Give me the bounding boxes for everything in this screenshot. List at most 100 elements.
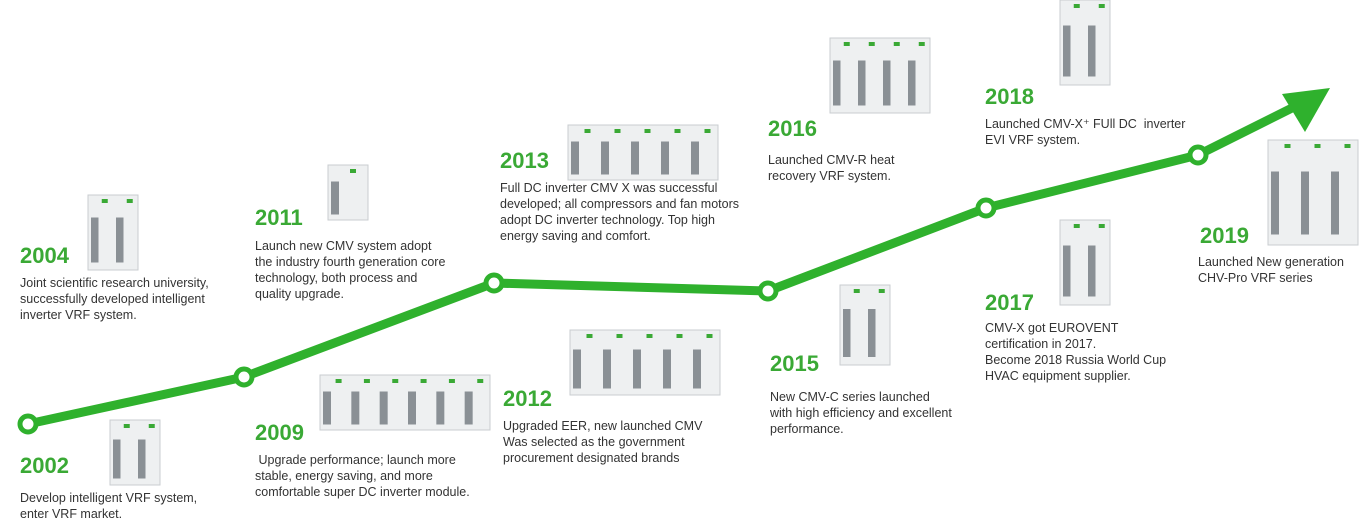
timeline-node bbox=[17, 413, 39, 435]
product-grille bbox=[379, 391, 388, 425]
milestone-year: 2004 bbox=[20, 243, 69, 268]
milestone-year: 2019 bbox=[1200, 223, 1249, 248]
product-grille bbox=[1088, 245, 1096, 297]
product-grille bbox=[633, 349, 641, 389]
product-badge bbox=[363, 379, 370, 383]
product-grille bbox=[631, 141, 639, 175]
product-badge bbox=[614, 129, 621, 133]
product-grille bbox=[113, 439, 121, 479]
milestone-text: performance. bbox=[770, 422, 844, 436]
milestone-year: 2016 bbox=[768, 116, 817, 141]
timeline-node bbox=[1187, 144, 1209, 166]
milestone-text: Full DC inverter CMV X was successful bbox=[500, 181, 718, 195]
product-grille bbox=[883, 60, 891, 106]
product-badge bbox=[704, 129, 711, 133]
product-badge bbox=[1284, 144, 1291, 148]
product-badge bbox=[335, 379, 342, 383]
milestone-text: Launched CMV-R heat bbox=[768, 153, 895, 167]
product-grille bbox=[571, 141, 579, 175]
product-badge bbox=[918, 42, 925, 46]
product-grille bbox=[691, 141, 699, 175]
milestone-year: 2011 bbox=[255, 205, 303, 230]
product-grille bbox=[908, 60, 916, 106]
timeline-node bbox=[233, 366, 255, 388]
product-badge bbox=[123, 424, 130, 428]
product-badge bbox=[1098, 224, 1105, 228]
product-image bbox=[1267, 139, 1359, 246]
product-badge bbox=[1344, 144, 1351, 148]
milestone-year: 2009 bbox=[255, 420, 304, 445]
product-badge bbox=[148, 424, 155, 428]
product-grille bbox=[323, 391, 331, 425]
milestone-text: successfully developed intelligent bbox=[20, 292, 205, 306]
product-badge bbox=[126, 199, 133, 203]
product-grille bbox=[868, 309, 876, 357]
milestone-text: Joint scientific research university, bbox=[20, 276, 209, 290]
product-badge bbox=[674, 129, 681, 133]
milestone-text: procurement designated brands bbox=[503, 451, 680, 465]
product-badge bbox=[616, 334, 623, 338]
product-grille bbox=[858, 60, 866, 106]
milestone-year: 2013 bbox=[500, 148, 549, 173]
milestone-year: 2012 bbox=[503, 386, 552, 411]
product-badge bbox=[1098, 4, 1105, 8]
product-badge bbox=[853, 289, 860, 293]
milestone-text: EVI VRF system. bbox=[985, 133, 1081, 147]
milestone-year: 2002 bbox=[20, 453, 69, 478]
milestone-text: enter VRF market. bbox=[20, 507, 123, 521]
milestone-text: the industry fourth generation core bbox=[255, 255, 446, 269]
milestone-text: CMV-X got EUROVENT bbox=[985, 321, 1119, 335]
milestone-text: recovery VRF system. bbox=[768, 169, 891, 183]
product-grille bbox=[436, 391, 445, 425]
product-grille bbox=[661, 141, 669, 175]
product-grille bbox=[663, 349, 671, 389]
milestone-text: Upgrade performance; launch more bbox=[255, 453, 456, 467]
product-grille bbox=[331, 181, 339, 215]
milestone-year: 2018 bbox=[985, 84, 1034, 109]
product-badge bbox=[843, 42, 850, 46]
product-grille bbox=[408, 391, 416, 425]
milestone-text: Launched CMV-X⁺ FUll DC inverter bbox=[985, 117, 1186, 131]
milestone-year: 2017 bbox=[985, 290, 1034, 315]
product-grille bbox=[833, 60, 841, 106]
product-grille bbox=[603, 349, 611, 389]
milestone-text: Launch new CMV system adopt bbox=[255, 239, 432, 253]
milestone-text: technology, both process and bbox=[255, 271, 418, 285]
milestone-text: energy saving and comfort. bbox=[500, 229, 651, 243]
product-badge bbox=[893, 42, 900, 46]
product-badge bbox=[420, 379, 427, 383]
product-badge bbox=[878, 289, 885, 293]
product-badge bbox=[586, 334, 593, 338]
product-badge bbox=[644, 129, 651, 133]
milestone-text: Develop intelligent VRF system, bbox=[20, 491, 198, 505]
timeline-node bbox=[483, 272, 505, 294]
milestone-text: developed; all compressors and fan motor… bbox=[500, 197, 740, 211]
product-grille bbox=[91, 217, 99, 263]
timeline-node bbox=[975, 197, 997, 219]
product-badge bbox=[1073, 4, 1080, 8]
milestone-text: comfortable super DC inverter module. bbox=[255, 485, 470, 499]
product-badge bbox=[1073, 224, 1080, 228]
timeline-node bbox=[757, 280, 779, 302]
product-badge bbox=[676, 334, 683, 338]
milestone-text: HVAC equipment supplier. bbox=[985, 369, 1131, 383]
milestone-year: 2015 bbox=[770, 351, 819, 376]
product-badge bbox=[392, 379, 399, 383]
milestone-text: Become 2018 Russia World Cup bbox=[985, 353, 1167, 367]
product-badge bbox=[646, 334, 653, 338]
product-grille bbox=[1063, 245, 1071, 297]
milestone-text: with high efficiency and excellent bbox=[770, 406, 952, 420]
product-grille bbox=[116, 217, 124, 263]
product-image bbox=[319, 374, 491, 431]
product-grille bbox=[1088, 25, 1096, 77]
product-grille bbox=[1063, 25, 1071, 77]
product-badge bbox=[706, 334, 713, 338]
product-grille bbox=[693, 349, 701, 389]
product-badge bbox=[868, 42, 875, 46]
product-badge bbox=[448, 379, 455, 383]
milestone-text: Upgraded EER, new launched CMV bbox=[503, 419, 703, 433]
product-grille bbox=[1271, 171, 1279, 235]
product-grille bbox=[464, 391, 473, 425]
